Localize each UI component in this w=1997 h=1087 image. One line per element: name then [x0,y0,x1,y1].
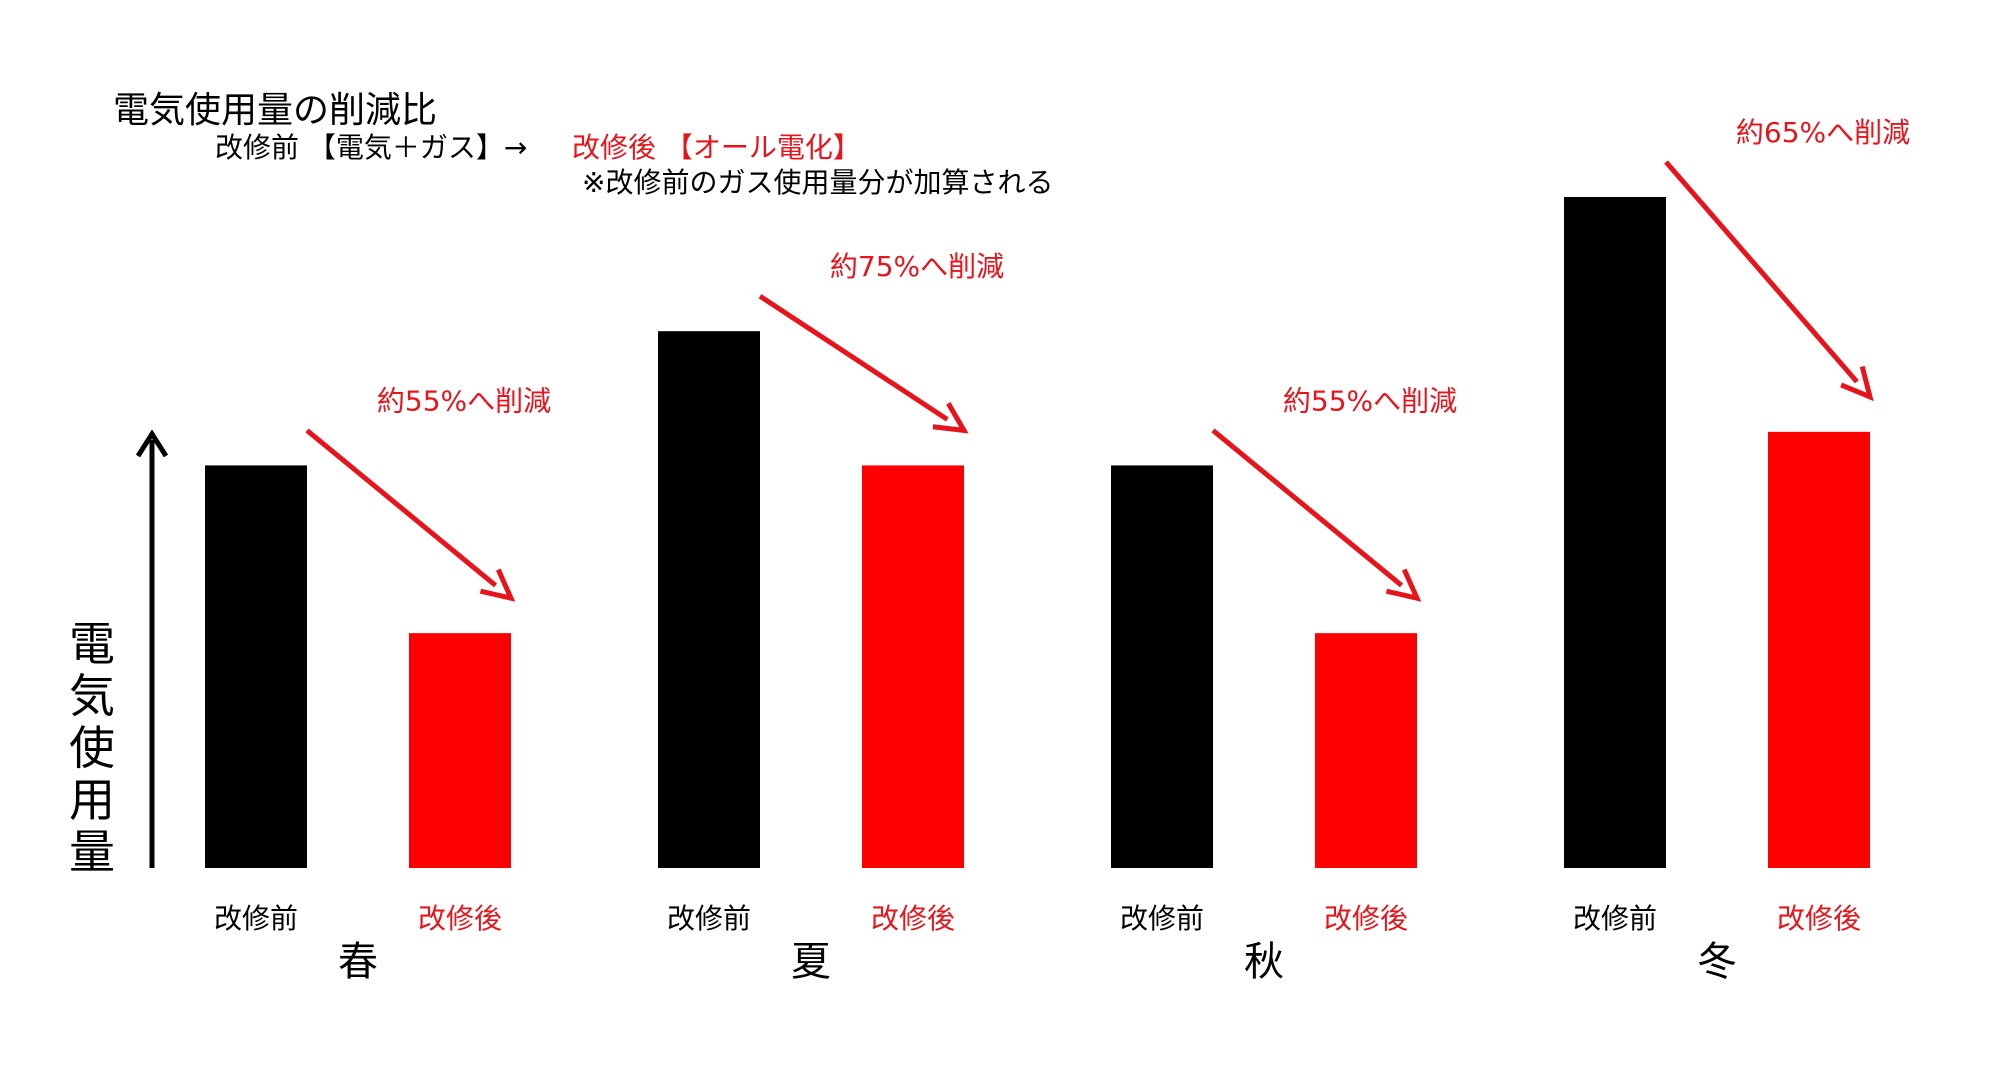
bar-before-0 [205,465,307,868]
reduction-arrowhead-icon [932,402,969,434]
bar-after-0 [409,633,511,868]
bar-label-after-2: 改修後 [1324,902,1408,935]
reduction-annotation-3: 約65%へ削減 [1736,116,1910,149]
reduction-arrowhead-icon [1840,365,1874,402]
gas-note: ※改修前のガス使用量分が加算される [582,166,1053,199]
y-axis-label-char: 量 [69,825,115,879]
reduction-annotation-0: 約55%へ削減 [377,384,551,417]
reduction-arrow-3 [1664,160,1859,384]
y-axis-label-char: 電 [69,617,115,671]
after-condition-label: 改修後 【オール電化】 [572,131,861,164]
season-label-1: 夏 [791,939,831,985]
y-axis-label-char: 気 [69,669,115,723]
reduction-arrow-0 [305,428,498,588]
season-label-0: 春 [338,939,378,985]
bar-before-3 [1564,197,1666,868]
reduction-arrowhead-icon [1385,568,1422,602]
y-axis-arrowhead-icon [135,429,169,458]
reduction-arrow-2 [1211,428,1404,588]
bar-label-before-0: 改修前 [214,902,298,935]
bar-label-after-1: 改修後 [871,902,955,935]
chart-title: 電気使用量の削減比 [113,90,437,131]
bar-before-2 [1111,465,1213,868]
season-label-3: 冬 [1697,939,1737,985]
y-axis-label-char: 使 [69,721,115,775]
bar-after-3 [1768,431,1870,868]
bars-layer [205,197,1870,868]
y-axis-label-char: 用 [69,773,115,827]
reduction-annotation-1: 約75%へ削減 [830,250,1004,283]
reduction-arrow-1 [758,294,949,422]
reduction-arrowhead-icon [479,568,516,602]
bar-after-1 [862,465,964,868]
bar-label-after-0: 改修後 [418,902,502,935]
before-condition-label: 改修前 【電気＋ガス】→ [215,131,527,164]
bar-before-1 [658,331,760,868]
bar-label-before-3: 改修前 [1573,902,1657,935]
bar-label-before-1: 改修前 [667,902,751,935]
season-label-2: 秋 [1244,939,1284,985]
bar-label-before-2: 改修前 [1120,902,1204,935]
bar-label-after-3: 改修後 [1777,902,1861,935]
reduction-annotation-2: 約55%へ削減 [1283,384,1457,417]
reduction-arrows-layer [305,160,1874,602]
y-axis-label: 電気使用量 [69,617,115,879]
bar-after-2 [1315,633,1417,868]
